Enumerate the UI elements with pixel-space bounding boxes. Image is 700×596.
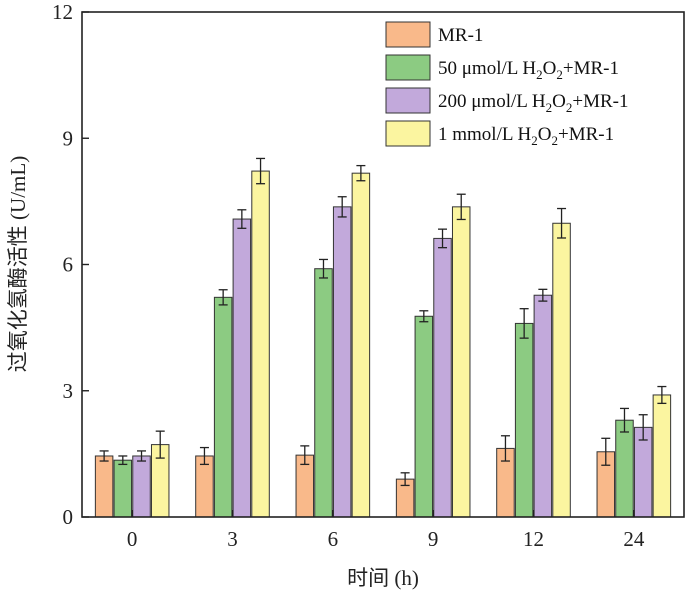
bar: [232, 218, 252, 518]
error-bar: [300, 445, 310, 466]
bar: [195, 455, 214, 518]
y-tick-label: 9: [63, 126, 74, 150]
error-bar: [256, 157, 266, 185]
bar: [251, 170, 270, 518]
error-bar: [456, 193, 466, 221]
x-axis: 0 3 6 9 12 24: [127, 510, 645, 551]
legend-swatch: [385, 87, 431, 114]
legend-text-part: 1 mmol/L H: [438, 124, 532, 145]
error-bar: [557, 207, 567, 239]
bar: [94, 455, 114, 518]
error-bar: [118, 455, 128, 466]
y-axis-title: 过氧化氢酶活性 (U/mL): [6, 156, 30, 372]
legend-text-part: +MR-1: [558, 124, 614, 145]
bar: [514, 322, 534, 518]
error-bar: [400, 472, 410, 487]
x-tick-label: 3: [227, 527, 238, 551]
bar: [552, 222, 571, 518]
bar: [213, 296, 233, 518]
bar: [132, 455, 151, 518]
error-bar: [99, 450, 109, 462]
y-tick-label: 12: [52, 0, 73, 24]
error-bar: [619, 407, 629, 433]
bar: [533, 294, 553, 518]
legend-subscript: 2: [551, 133, 558, 148]
bar: [451, 206, 471, 518]
x-tick-label: 0: [127, 527, 138, 551]
error-bar: [199, 446, 209, 466]
bar: [652, 394, 672, 518]
legend-label: 200 μmol/L H2O2+MR-1: [438, 91, 629, 115]
legend-label: 50 μmol/L H2O2+MR-1: [438, 58, 619, 82]
error-bar: [137, 450, 147, 462]
legend-label: MR-1: [438, 25, 483, 46]
bar: [615, 419, 634, 518]
legend-text-part: MR-1: [438, 25, 483, 46]
legend-item: 50 μmol/L H2O2+MR-1: [385, 54, 619, 82]
x-tick-label: 24: [623, 527, 645, 551]
x-axis-title: 时间 (h): [347, 566, 419, 590]
legend-subscript: 2: [566, 100, 573, 115]
y-tick-label: 0: [63, 505, 74, 529]
legend-item: 1 mmol/L H2O2+MR-1: [385, 120, 614, 148]
legend-text-part: 50 μmol/L H: [438, 58, 536, 79]
error-bar: [638, 414, 648, 441]
error-bar: [601, 437, 611, 466]
bar: [113, 459, 133, 518]
y-axis: 0 3 6 9 12: [52, 0, 89, 529]
bar: [351, 172, 371, 518]
error-bar: [519, 308, 529, 339]
error-bar: [318, 258, 328, 279]
error-bar: [218, 289, 228, 306]
legend-subscript: 2: [556, 67, 563, 82]
error-bar: [155, 430, 165, 459]
bars-layer: [94, 170, 672, 518]
bar: [332, 206, 352, 518]
plot-frame: [81, 11, 685, 518]
legend-text-part: +MR-1: [563, 58, 619, 79]
error-bar: [438, 228, 448, 249]
error-bar: [237, 209, 247, 229]
error-bars-layer: [99, 157, 667, 487]
x-tick-label: 12: [523, 527, 544, 551]
legend-swatch: [385, 21, 431, 48]
y-tick-label: 6: [63, 253, 74, 277]
error-bar: [356, 164, 366, 182]
legend-subscript: 2: [531, 133, 538, 148]
legend-swatch: [385, 120, 431, 147]
legend-text-part: O: [543, 58, 557, 79]
error-bar: [419, 310, 429, 323]
legend-text-part: O: [552, 91, 566, 112]
legend-subscript: 2: [546, 100, 553, 115]
error-bar: [337, 196, 347, 218]
legend-text-part: +MR-1: [572, 91, 628, 112]
legend-subscript: 2: [536, 67, 543, 82]
legend-item: 200 μmol/L H2O2+MR-1: [385, 87, 629, 115]
x-tick-label: 6: [328, 527, 339, 551]
error-bar: [657, 385, 667, 405]
legend-text-part: O: [538, 124, 552, 145]
bar: [433, 237, 452, 518]
bar: [633, 426, 653, 518]
legend-text-part: 200 μmol/L H: [438, 91, 546, 112]
legend-swatch: [385, 54, 431, 81]
y-tick-label: 3: [63, 379, 74, 403]
error-bar: [538, 288, 548, 302]
x-tick-label: 9: [428, 527, 439, 551]
bar: [414, 315, 434, 518]
legend-item: MR-1: [385, 21, 483, 48]
legend-label: 1 mmol/L H2O2+MR-1: [438, 124, 614, 148]
bar: [314, 268, 333, 518]
error-bar: [500, 435, 510, 462]
